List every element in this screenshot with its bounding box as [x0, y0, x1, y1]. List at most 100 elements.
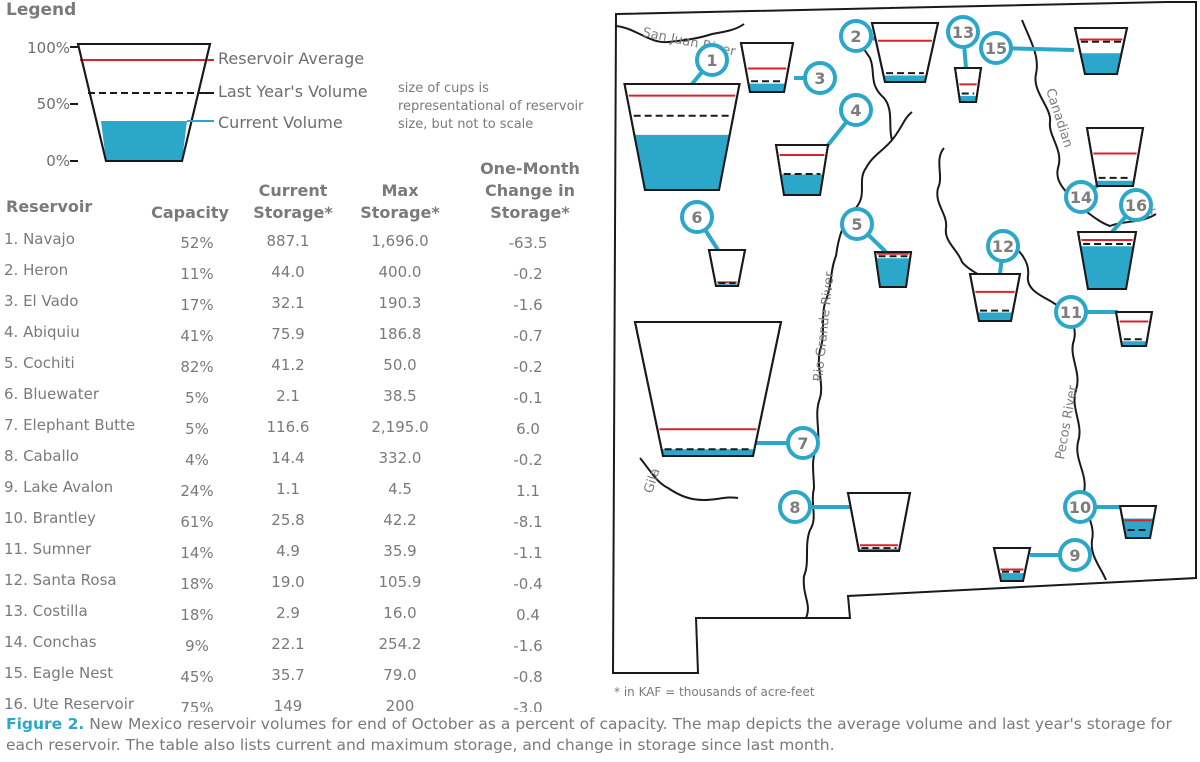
row-capacity: 45%	[180, 668, 213, 686]
row-capacity: 9%	[185, 637, 209, 655]
reservoir-number-badge	[680, 200, 714, 234]
row-name: 12. Santa Rosa	[4, 571, 117, 589]
reservoir-cup-border	[953, 67, 983, 103]
caption-label: Figure 2.	[6, 715, 85, 733]
legend-tick-50: 50%	[37, 95, 70, 113]
reservoir-2: 2	[839, 19, 940, 83]
pecos-river	[1007, 241, 1107, 581]
row-max-storage: 1,696.0	[371, 232, 428, 250]
san-juan-river	[615, 23, 745, 44]
reservoir-6: 6	[680, 200, 747, 287]
row-change: -1.6	[513, 637, 542, 655]
reservoir-number-badge	[1063, 490, 1097, 524]
table-header-max-2: Storage*	[360, 203, 440, 222]
reservoir-9: 9	[992, 538, 1092, 582]
row-change: -0.2	[513, 265, 542, 283]
row-current-storage: 44.0	[271, 263, 304, 281]
legend-note-line-3: size, but not to scale	[398, 117, 533, 132]
row-capacity: 82%	[180, 358, 213, 376]
caption-text: New Mexico reservoir volumes for end of …	[6, 715, 1172, 754]
row-change: 1.1	[516, 482, 540, 500]
pecos-upper-river	[936, 147, 1009, 291]
reservoir-16: 16	[1076, 188, 1153, 290]
row-name: 15. Eagle Nest	[4, 664, 113, 682]
reservoir-number: 8	[789, 498, 800, 517]
row-name: 16. Ute Reservoir	[4, 695, 135, 712]
reservoir-number: 10	[1069, 498, 1091, 517]
table-header-change-2: Change in	[485, 181, 575, 200]
reservoir-current-volume	[1122, 518, 1154, 538]
reservoir-13: 13	[946, 15, 983, 103]
reservoir-current-volume	[748, 83, 786, 92]
row-name: 11. Sumner	[4, 540, 92, 558]
reservoir-figure: Legend 100% 50% 0% Reservoir Average Las…	[4, 0, 1197, 712]
row-name: 2. Heron	[4, 261, 68, 279]
row-current-storage: 4.9	[276, 542, 300, 560]
reservoir-cup-border	[968, 273, 1022, 322]
row-name: 14. Conchas	[4, 633, 97, 651]
reservoir-number: 9	[1069, 546, 1080, 565]
row-max-storage: 186.8	[379, 325, 422, 343]
row-max-storage: 400.0	[379, 263, 422, 281]
figure-caption: Figure 2. New Mexico reservoir volumes f…	[6, 714, 1186, 756]
reservoir-cup-border	[992, 547, 1032, 582]
row-current-storage: 41.2	[271, 356, 304, 374]
table-row: 14. Conchas 9% 22.1 254.2 -1.6	[4, 633, 543, 655]
row-change: -1.6	[513, 296, 542, 314]
row-change: -63.5	[509, 234, 548, 252]
row-name: 6. Bluewater	[4, 385, 100, 403]
reservoir-current-volume	[634, 134, 730, 190]
reservoir-cup-border	[633, 321, 783, 457]
table-header-change-3: Storage*	[490, 203, 570, 222]
table-row: 6. Bluewater 5% 2.1 38.5 -0.1	[4, 385, 543, 407]
reservoir-number: 12	[992, 237, 1014, 256]
reservoir-current-volume	[875, 258, 911, 287]
reservoir-4: 4	[774, 93, 873, 196]
table-row: 10. Brantley 61% 25.8 42.2 -8.1	[4, 509, 543, 531]
row-change: -0.4	[513, 575, 542, 593]
reservoir-number-badge	[1054, 295, 1088, 329]
reservoir-number-badge	[840, 207, 874, 241]
row-current-storage: 14.4	[271, 449, 304, 467]
table-row: 5. Cochiti 82% 41.2 50.0 -0.2	[4, 354, 543, 376]
reservoir-cup-outline	[633, 321, 783, 457]
row-current-storage: 19.0	[271, 573, 304, 591]
reservoir-number-badge	[986, 229, 1020, 263]
reservoir-current-volume	[977, 312, 1013, 321]
row-capacity: 11%	[180, 265, 213, 283]
canadian-river	[1021, 19, 1157, 228]
row-capacity: 61%	[180, 513, 213, 531]
reservoir-current-volume	[1096, 180, 1134, 186]
legend-tick-100: 100%	[27, 39, 70, 57]
reservoir-cup-border	[1076, 231, 1138, 290]
reservoir-current-volume	[959, 95, 977, 102]
table-row: 9. Lake Avalon 24% 1.1 4.5 1.1	[4, 478, 540, 500]
gila-river	[639, 457, 739, 502]
row-capacity: 24%	[180, 482, 213, 500]
reservoir-7: 7	[633, 321, 820, 460]
row-current-storage: 116.6	[267, 418, 310, 436]
legend-note-line-2: representational of reservoir	[398, 99, 584, 114]
reservoir-3: 3	[739, 42, 837, 95]
legend-item-last-year: Last Year's Volume	[218, 82, 368, 101]
reservoir-current-volume	[883, 75, 927, 82]
row-current-storage: 75.9	[271, 325, 304, 343]
label-rio-grande-river: Rio Grande River	[811, 270, 838, 382]
row-current-storage: 2.1	[276, 387, 300, 405]
row-capacity: 5%	[185, 420, 209, 438]
table-row: 2. Heron 11% 44.0 400.0 -0.2	[4, 261, 543, 283]
reservoir-current-volume	[1080, 246, 1134, 289]
reservoir-number-badge	[778, 490, 812, 524]
row-max-storage: 50.0	[383, 356, 416, 374]
reservoir-number-badge	[839, 19, 873, 53]
footnote: * in KAF = thousands of acre-feet	[614, 685, 815, 699]
table-row: 11. Sumner 14% 4.9 35.9 -1.1	[4, 540, 543, 562]
row-current-storage: 887.1	[267, 232, 310, 250]
reservoir-number-badge	[839, 93, 873, 127]
row-max-storage: 16.0	[383, 604, 416, 622]
row-change: 6.0	[516, 420, 540, 438]
reservoir-cup-border	[1118, 505, 1158, 539]
reservoir-11: 11	[1054, 295, 1154, 347]
chama-tributary	[891, 111, 913, 141]
